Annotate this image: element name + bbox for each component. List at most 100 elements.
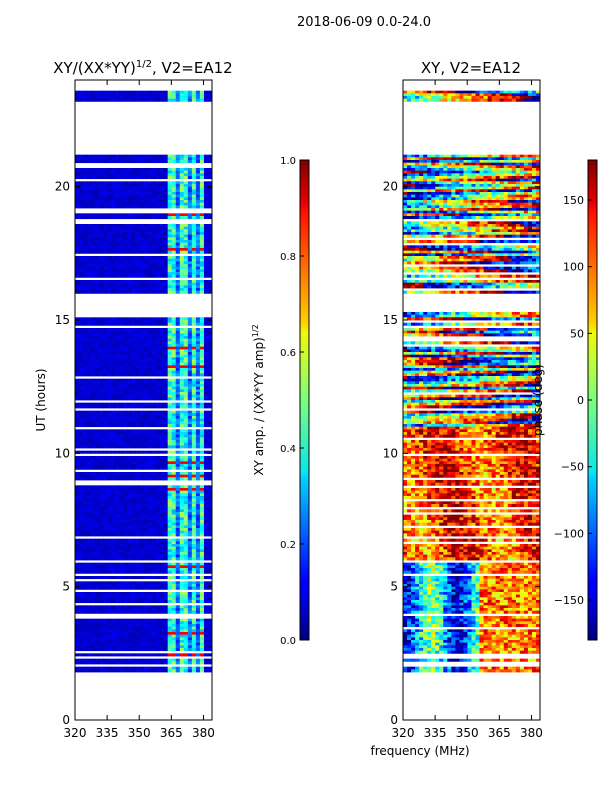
heatmap-cell <box>187 234 193 238</box>
heatmap-cell <box>199 418 205 422</box>
heatmap-cell <box>155 328 161 332</box>
heatmap-cell <box>151 213 156 217</box>
heatmap-cell <box>103 522 108 526</box>
heatmap-cell <box>131 282 136 286</box>
heatmap-cell <box>99 610 104 614</box>
heatmap-cell <box>183 341 189 345</box>
heatmap-cell <box>175 506 181 510</box>
heatmap-cell <box>159 157 165 161</box>
heatmap-cell <box>99 370 104 374</box>
heatmap-cell <box>155 530 161 534</box>
heatmap-cell <box>131 496 136 500</box>
heatmap-cell <box>95 285 100 289</box>
heatmap-cell <box>155 600 161 604</box>
heatmap-cell <box>187 456 193 460</box>
heatmap-cell <box>159 621 165 625</box>
heatmap-cell <box>155 496 161 500</box>
heatmap-cell <box>115 285 120 289</box>
heatmap-cell <box>123 528 128 532</box>
heatmap-cell <box>135 576 140 580</box>
heatmap-cell <box>127 181 132 185</box>
heatmap-cell <box>199 440 205 444</box>
heatmap-cell <box>207 197 212 201</box>
heatmap-cell <box>167 432 173 436</box>
heatmap-cell <box>187 370 193 374</box>
heatmap-cell <box>195 368 201 372</box>
heatmap-cell <box>151 405 156 409</box>
heatmap-cell <box>103 285 108 289</box>
heatmap-cell <box>123 282 128 286</box>
heatmap-cell <box>171 381 177 385</box>
heatmap-cell <box>79 413 84 417</box>
heatmap-cell <box>103 194 108 198</box>
heatmap-cell <box>171 384 177 388</box>
heatmap-cell <box>155 280 161 284</box>
heatmap-cell <box>115 176 120 180</box>
heatmap-cell <box>175 552 181 556</box>
heatmap-cell <box>183 242 189 246</box>
heatmap-cell <box>143 472 148 476</box>
heatmap-cell <box>139 605 144 609</box>
heatmap-cell <box>167 274 173 278</box>
heatmap-cell <box>111 349 116 353</box>
heatmap-cell <box>171 397 177 401</box>
heatmap-cell <box>99 186 104 190</box>
heatmap-cell <box>119 197 124 201</box>
heatmap-cell <box>115 242 120 246</box>
heatmap-cell <box>187 320 193 324</box>
heatmap-cell <box>139 424 144 428</box>
heatmap-cell <box>203 568 209 572</box>
heatmap-cell <box>95 509 100 513</box>
heatmap-cell <box>123 397 128 401</box>
heatmap-cell <box>167 450 173 454</box>
heatmap-cell <box>163 530 169 534</box>
heatmap-cell <box>207 424 212 428</box>
heatmap-cell <box>203 498 209 502</box>
heatmap-cell <box>91 154 96 158</box>
heatmap-cell <box>111 397 116 401</box>
heatmap-cell <box>183 352 189 356</box>
heatmap-cell <box>187 200 193 204</box>
heatmap-cell <box>87 368 92 372</box>
heatmap-cell <box>147 618 152 622</box>
heatmap-cell <box>95 269 100 273</box>
heatmap-cell <box>195 624 201 628</box>
heatmap-cell <box>115 445 120 449</box>
heatmap-cell <box>183 184 189 188</box>
heatmap-cell <box>163 354 169 358</box>
heatmap-cell <box>207 490 212 494</box>
heatmap-cell <box>199 517 205 521</box>
heatmap-cell <box>199 370 205 374</box>
heatmap-cell <box>99 565 104 569</box>
heatmap-cell <box>167 629 173 633</box>
heatmap-cell <box>107 322 112 326</box>
heatmap-cell <box>103 224 108 228</box>
heatmap-cell <box>195 282 201 286</box>
heatmap-cell <box>83 405 88 409</box>
heatmap-cell <box>167 272 173 276</box>
heatmap-cell <box>143 586 148 590</box>
heatmap-cell <box>175 373 181 377</box>
heatmap-cell <box>163 328 169 332</box>
heatmap-cell <box>131 397 136 401</box>
heatmap-cell <box>195 378 201 382</box>
heatmap-cell <box>79 226 84 230</box>
heatmap-cell <box>127 344 132 348</box>
heatmap-cell <box>203 429 209 433</box>
heatmap-cell <box>191 285 197 289</box>
heatmap-cell <box>155 365 161 369</box>
heatmap-cell <box>155 194 161 198</box>
heatmap-cell <box>119 213 124 217</box>
heatmap-cell <box>119 416 124 420</box>
heatmap-cell <box>127 320 132 324</box>
heatmap-cell <box>179 181 185 185</box>
heatmap-cell <box>95 562 100 566</box>
heatmap-cell <box>183 357 189 361</box>
heatmap-cell <box>167 160 173 164</box>
heatmap-cell <box>123 586 128 590</box>
heatmap-cell <box>139 357 144 361</box>
heatmap-cell <box>135 522 140 526</box>
heatmap-cell <box>203 181 209 185</box>
heatmap-cell <box>103 317 108 321</box>
heatmap-cell <box>123 189 128 193</box>
